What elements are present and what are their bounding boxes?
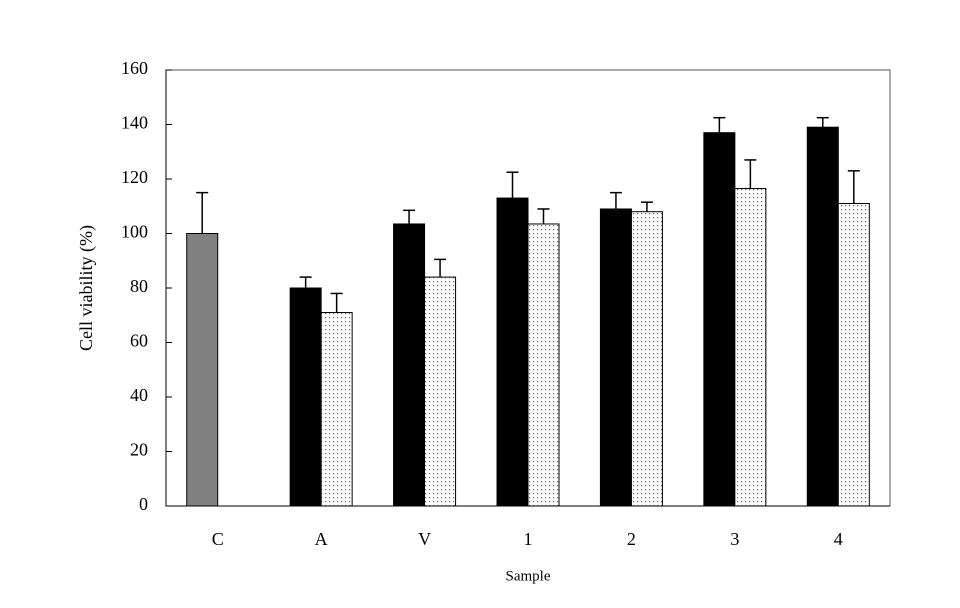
bar bbox=[289, 287, 322, 507]
bar bbox=[393, 223, 426, 507]
error-bar bbox=[537, 208, 550, 224]
y-tick-label: 100 bbox=[121, 222, 148, 242]
error-bar bbox=[847, 170, 860, 204]
x-axis-label: Sample bbox=[506, 568, 551, 584]
y-tick-label: 120 bbox=[121, 167, 148, 187]
y-tick-label: 0 bbox=[139, 494, 148, 514]
error-bar bbox=[744, 159, 757, 189]
bar bbox=[806, 126, 839, 507]
x-tick-label: V bbox=[418, 529, 431, 549]
error-bar bbox=[816, 116, 829, 128]
error-bar bbox=[299, 276, 312, 288]
error-bar bbox=[196, 191, 209, 234]
error-bar bbox=[609, 191, 622, 209]
x-tick-label: 4 bbox=[834, 529, 843, 549]
y-tick-label: 20 bbox=[130, 440, 148, 460]
y-tick-label: 80 bbox=[130, 276, 148, 296]
bar bbox=[424, 276, 457, 507]
bar bbox=[734, 188, 767, 507]
bar bbox=[186, 233, 219, 507]
x-tick-label: 3 bbox=[730, 529, 739, 549]
error-bar bbox=[330, 292, 343, 313]
y-axis-label: Cell viability (%) bbox=[76, 225, 97, 351]
bar bbox=[630, 211, 663, 507]
x-tick-label: A bbox=[315, 529, 328, 549]
x-tick-label: 1 bbox=[524, 529, 533, 549]
error-bar bbox=[640, 201, 653, 212]
y-tick-label: 60 bbox=[130, 331, 148, 351]
x-tick-label: 2 bbox=[627, 529, 636, 549]
bar bbox=[703, 132, 736, 507]
bar bbox=[599, 208, 632, 507]
bar bbox=[496, 197, 529, 507]
error-bar bbox=[403, 209, 416, 224]
x-tick-label: C bbox=[212, 529, 224, 549]
error-bar bbox=[506, 171, 519, 199]
bar bbox=[837, 203, 870, 507]
y-tick-label: 40 bbox=[130, 385, 148, 405]
y-tick-label: 160 bbox=[121, 58, 148, 78]
bar bbox=[320, 312, 353, 507]
bar bbox=[527, 223, 560, 507]
y-tick-label: 140 bbox=[121, 113, 148, 133]
error-bar bbox=[713, 116, 726, 133]
error-bar bbox=[434, 258, 447, 278]
